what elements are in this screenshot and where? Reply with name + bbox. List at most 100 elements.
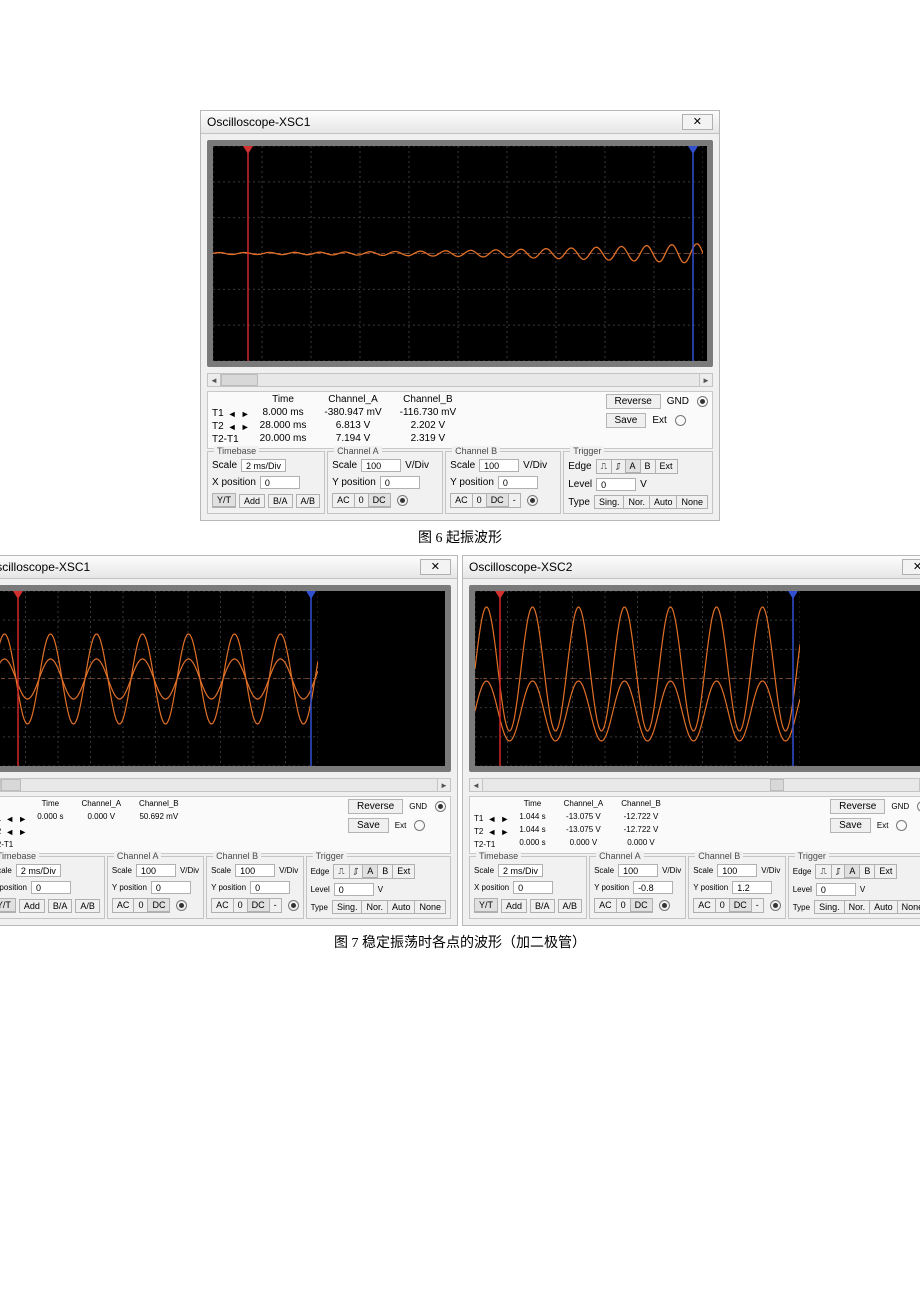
mode-yt-button[interactable]: Y/T: [474, 898, 498, 913]
trig-none-button[interactable]: None: [897, 900, 920, 914]
trig-auto-button[interactable]: Auto: [387, 900, 416, 914]
mode-add-button[interactable]: Add: [501, 899, 527, 913]
t1-arrows-icon[interactable]: ◄►: [5, 814, 27, 824]
mode-ba-button[interactable]: B/A: [268, 494, 293, 508]
chb-ypos-input[interactable]: 0: [250, 881, 290, 894]
trig-none-button[interactable]: None: [676, 495, 708, 509]
trig-src-ext-button[interactable]: Ext: [655, 459, 678, 474]
chb-minus-button[interactable]: -: [751, 898, 764, 913]
t2-arrows-icon[interactable]: ◄►: [487, 827, 509, 837]
gnd-radio[interactable]: [435, 801, 446, 812]
cha-scale-input[interactable]: 100: [136, 864, 176, 877]
edge-rise-button[interactable]: ⎍: [815, 864, 831, 879]
ext-radio[interactable]: [896, 820, 907, 831]
save-button[interactable]: Save: [348, 818, 389, 833]
edge-fall-button[interactable]: ⎎: [831, 864, 846, 879]
trig-src-b-button[interactable]: B: [640, 459, 656, 474]
timebase-scale-input[interactable]: 2 ms/Div: [16, 864, 61, 877]
cha-coupling-radio[interactable]: [659, 900, 670, 911]
cursor-marker-b-icon[interactable]: [788, 591, 798, 599]
cha-dc-button[interactable]: DC: [147, 898, 170, 913]
cha-dc-button[interactable]: DC: [368, 493, 391, 508]
trig-src-a-button[interactable]: A: [362, 864, 378, 879]
t1-arrows-icon[interactable]: ◄►: [487, 814, 509, 824]
scope-scrollbar[interactable]: ◄ ►: [469, 778, 920, 792]
cha-scale-input[interactable]: 100: [618, 864, 658, 877]
scroll-left-icon[interactable]: ◄: [470, 779, 483, 791]
chb-zero-button[interactable]: 0: [472, 493, 487, 508]
chb-coupling-radio[interactable]: [527, 495, 538, 506]
cha-ypos-input[interactable]: 0: [151, 881, 191, 894]
trig-sing-button[interactable]: Sing.: [814, 900, 845, 914]
cursor-marker-a-icon[interactable]: [495, 591, 505, 599]
scroll-thumb[interactable]: [770, 779, 784, 791]
mode-add-button[interactable]: Add: [239, 494, 265, 508]
scroll-right-icon[interactable]: ►: [437, 779, 450, 791]
trig-level-input[interactable]: 0: [334, 883, 374, 896]
chb-coupling-radio[interactable]: [770, 900, 781, 911]
mode-ba-button[interactable]: B/A: [530, 899, 555, 913]
cha-ypos-input[interactable]: -0.8: [633, 881, 673, 894]
cha-scale-input[interactable]: 100: [361, 459, 401, 472]
chb-ac-button[interactable]: AC: [211, 898, 234, 913]
save-button[interactable]: Save: [830, 818, 871, 833]
chb-dc-button[interactable]: DC: [729, 898, 752, 913]
chb-scale-input[interactable]: 100: [235, 864, 275, 877]
t2-arrows-icon[interactable]: ◄►: [5, 827, 27, 837]
chb-ac-button[interactable]: AC: [450, 493, 473, 508]
cha-zero-button[interactable]: 0: [133, 898, 148, 913]
close-icon[interactable]: ✕: [682, 114, 713, 130]
cursor-marker-b-icon[interactable]: [306, 591, 316, 599]
scope-scrollbar[interactable]: ◄ ►: [0, 778, 451, 792]
cha-ac-button[interactable]: AC: [112, 898, 135, 913]
chb-ac-button[interactable]: AC: [693, 898, 716, 913]
cursor-marker-a-icon[interactable]: [13, 591, 23, 599]
trig-src-ext-button[interactable]: Ext: [392, 864, 415, 879]
cha-ac-button[interactable]: AC: [332, 493, 355, 508]
reverse-button[interactable]: Reverse: [830, 799, 885, 814]
trig-sing-button[interactable]: Sing.: [332, 900, 363, 914]
chb-coupling-radio[interactable]: [288, 900, 299, 911]
chb-minus-button[interactable]: -: [508, 493, 521, 508]
close-icon[interactable]: ✕: [902, 559, 920, 575]
scroll-thumb[interactable]: [1, 779, 21, 791]
trig-nor-button[interactable]: Nor.: [844, 900, 871, 914]
timebase-xpos-input[interactable]: 0: [31, 881, 71, 894]
save-button[interactable]: Save: [606, 413, 647, 428]
timebase-xpos-input[interactable]: 0: [513, 881, 553, 894]
cha-coupling-radio[interactable]: [397, 495, 408, 506]
chb-scale-input[interactable]: 100: [717, 864, 757, 877]
trig-src-b-button[interactable]: B: [859, 864, 875, 879]
chb-zero-button[interactable]: 0: [233, 898, 248, 913]
cha-ypos-input[interactable]: 0: [380, 476, 420, 489]
chb-zero-button[interactable]: 0: [715, 898, 730, 913]
chb-ypos-input[interactable]: 0: [498, 476, 538, 489]
chb-minus-button[interactable]: -: [269, 898, 282, 913]
cha-zero-button[interactable]: 0: [354, 493, 369, 508]
cursor-marker-a-icon[interactable]: [243, 146, 253, 154]
trig-src-b-button[interactable]: B: [377, 864, 393, 879]
edge-fall-button[interactable]: ⎎: [611, 459, 626, 474]
t2-arrows-icon[interactable]: ◄►: [228, 422, 250, 432]
gnd-radio[interactable]: [697, 396, 708, 407]
trig-none-button[interactable]: None: [414, 900, 446, 914]
mode-yt-button[interactable]: Y/T: [0, 898, 16, 913]
trig-sing-button[interactable]: Sing.: [594, 495, 625, 509]
close-icon[interactable]: ✕: [420, 559, 451, 575]
cha-coupling-radio[interactable]: [176, 900, 187, 911]
mode-add-button[interactable]: Add: [19, 899, 45, 913]
cha-dc-button[interactable]: DC: [630, 898, 653, 913]
trig-src-a-button[interactable]: A: [625, 459, 641, 474]
timebase-scale-input[interactable]: 2 ms/Div: [498, 864, 543, 877]
mode-ab-button[interactable]: A/B: [558, 899, 583, 913]
reverse-button[interactable]: Reverse: [606, 394, 661, 409]
cursor-marker-b-icon[interactable]: [688, 146, 698, 154]
scope-scrollbar[interactable]: ◄ ►: [207, 373, 713, 387]
ext-radio[interactable]: [675, 415, 686, 426]
edge-rise-button[interactable]: ⎍: [596, 459, 612, 474]
trig-nor-button[interactable]: Nor.: [623, 495, 650, 509]
cha-ac-button[interactable]: AC: [594, 898, 617, 913]
scroll-left-icon[interactable]: ◄: [208, 374, 221, 386]
trig-src-ext-button[interactable]: Ext: [874, 864, 897, 879]
trig-level-input[interactable]: 0: [596, 478, 636, 491]
